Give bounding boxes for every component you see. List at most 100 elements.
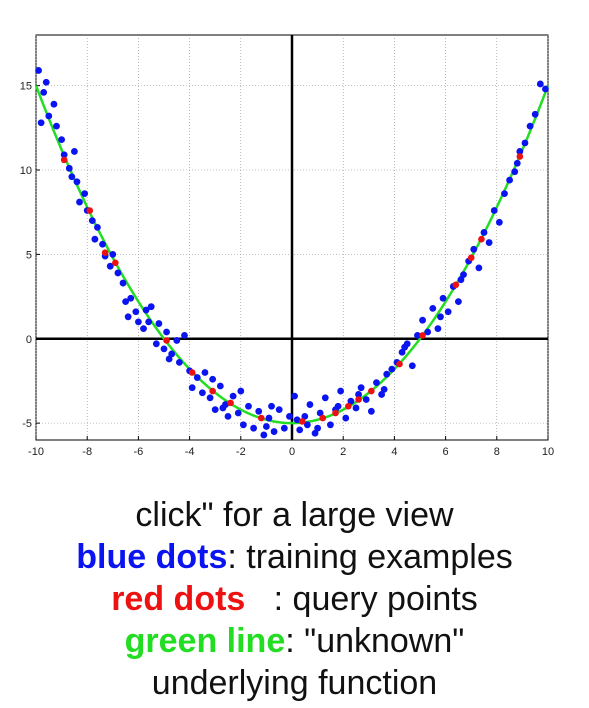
query-point (163, 337, 170, 344)
training-point (439, 294, 447, 302)
query-point (112, 259, 119, 267)
query-point (227, 399, 234, 407)
training-point (470, 245, 478, 253)
training-point (127, 294, 135, 302)
training-point (168, 350, 176, 358)
caption-line-1[interactable]: click" for a large view (0, 494, 589, 536)
query-point (188, 369, 196, 376)
training-point (60, 151, 68, 159)
query-point (298, 418, 306, 425)
training-point (337, 387, 345, 395)
training-point (99, 240, 106, 248)
legend-blue-dots: blue dots (76, 538, 228, 576)
training-point (485, 239, 493, 246)
caption-line-3: red dots : query points (0, 578, 589, 620)
training-point (367, 407, 375, 415)
training-point (357, 384, 365, 392)
training-point (147, 303, 155, 311)
query-dots (60, 153, 524, 425)
query-point (368, 387, 375, 395)
training-point (536, 80, 544, 88)
x-tick-label: -4 (185, 446, 195, 458)
training-point (142, 306, 150, 314)
training-point (65, 164, 73, 172)
training-point (260, 431, 268, 439)
x-axis-ticks: -10 -8 -6 -4 -2 0 2 4 6 8 10 (28, 436, 554, 458)
query-point (319, 414, 327, 422)
legend-green-desc: : "unknown" (285, 622, 465, 660)
training-point (91, 235, 99, 243)
training-point (429, 304, 437, 312)
training-point (490, 207, 498, 214)
training-point (250, 424, 257, 432)
training-point (434, 325, 442, 333)
training-point (321, 394, 329, 402)
y-tick-label: -5 (22, 418, 32, 430)
training-point (296, 426, 304, 434)
training-point (119, 279, 127, 287)
training-point (199, 389, 206, 397)
scatter-chart[interactable]: -10 -8 -6 -4 -2 0 2 4 6 8 10 -5 0 5 10 15 (0, 0, 589, 470)
training-point (163, 328, 170, 336)
training-point (224, 412, 232, 420)
training-point (401, 343, 409, 351)
training-point (398, 348, 406, 356)
training-point (293, 416, 301, 424)
training-point (316, 409, 324, 417)
training-point (378, 391, 385, 398)
training-point (380, 385, 388, 393)
training-point (173, 337, 181, 344)
query-point (419, 332, 426, 339)
training-point (201, 369, 209, 376)
training-point (457, 276, 465, 284)
training-point (219, 404, 227, 412)
training-point (73, 178, 81, 186)
query-point (257, 414, 265, 422)
training-point (437, 313, 444, 321)
training-point (314, 424, 321, 432)
caption-click-text[interactable]: click" for a large view (135, 496, 454, 534)
training-point (347, 397, 355, 405)
training-point (408, 362, 416, 370)
caption-line-5: underlying function (0, 662, 589, 704)
training-point (76, 198, 83, 206)
caption-line-4: green line: "unknown" (0, 620, 589, 662)
y-axis-ticks: -5 0 5 10 15 (20, 81, 40, 430)
zero-axes (36, 35, 548, 440)
training-point (275, 406, 283, 414)
training-point (211, 406, 219, 414)
training-point (229, 392, 237, 400)
training-point (511, 168, 519, 176)
training-point (132, 308, 140, 316)
training-point (81, 190, 89, 198)
x-tick-label: 8 (494, 446, 500, 458)
training-point (286, 412, 293, 420)
training-point (265, 414, 273, 422)
query-point (516, 153, 524, 160)
training-point (68, 173, 76, 181)
query-point (345, 402, 352, 410)
query-point (86, 207, 94, 214)
training-point (40, 88, 48, 96)
x-tick-label: -10 (28, 446, 44, 458)
training-point (188, 384, 196, 392)
training-point (50, 100, 58, 108)
query-point (60, 156, 68, 164)
y-tick-label: 10 (20, 165, 32, 177)
training-point (165, 355, 173, 363)
training-point (362, 396, 370, 403)
training-point (140, 325, 147, 333)
training-point (516, 148, 524, 155)
training-point (291, 392, 298, 400)
training-point (181, 331, 188, 339)
training-point (301, 412, 309, 420)
x-tick-label: 10 (542, 446, 554, 458)
x-tick-label: 0 (289, 446, 295, 458)
training-point (521, 139, 529, 147)
training-point (209, 375, 217, 383)
training-point (71, 148, 78, 155)
x-tick-label: 6 (443, 446, 449, 458)
x-tick-label: -6 (134, 446, 144, 458)
legend-blue-desc: : training examples (227, 538, 513, 576)
training-point (327, 421, 334, 429)
